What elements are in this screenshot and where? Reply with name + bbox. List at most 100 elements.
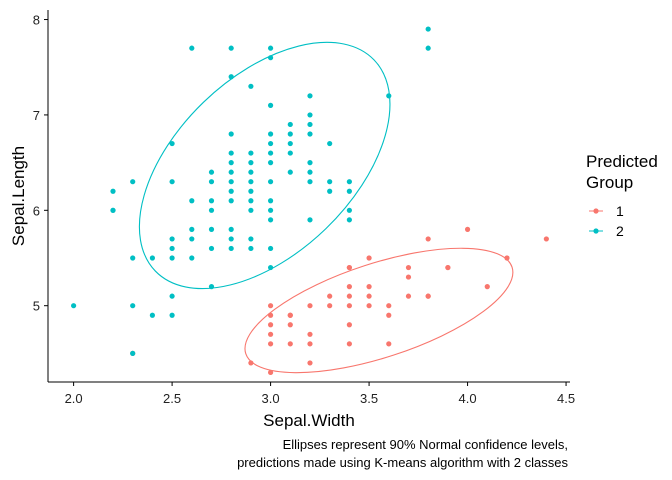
point-group-1-22 — [366, 303, 372, 309]
x-tick-label-0: 2.0 — [65, 391, 83, 406]
point-group-2-79 — [267, 150, 274, 156]
point-group-1-35 — [405, 264, 412, 271]
point-group-2-52 — [267, 160, 274, 166]
x-tick-label-4: 4.0 — [459, 391, 477, 406]
point-group-2-35 — [228, 131, 234, 137]
point-group-2-23 — [208, 226, 215, 232]
point-group-2-68 — [327, 179, 333, 185]
point-group-2-42 — [248, 188, 254, 194]
point-group-2-55 — [267, 102, 274, 108]
point-group-2-80 — [287, 150, 293, 156]
point-group-2-7 — [130, 255, 136, 261]
point-group-1-1 — [248, 360, 254, 366]
point-group-1-23 — [386, 303, 392, 309]
point-group-1-28 — [405, 293, 412, 299]
point-group-1-4 — [267, 341, 274, 347]
point-group-2-57 — [267, 45, 274, 51]
point-group-2-78 — [248, 160, 254, 166]
legend-item-1: 1 — [589, 203, 624, 219]
point-group-1-12 — [287, 322, 293, 328]
point-group-1-25 — [366, 293, 372, 299]
point-group-1-40 — [543, 236, 549, 242]
legend-item-2: 2 — [589, 223, 624, 239]
ellipse-group-1 — [244, 247, 514, 374]
point-group-2-31 — [228, 188, 234, 194]
point-group-1-9 — [267, 331, 274, 337]
point-group-2-11 — [169, 255, 175, 261]
point-group-2-40 — [248, 207, 254, 213]
point-group-2-37 — [228, 45, 234, 51]
point-group-2-50 — [267, 207, 274, 213]
ellipse-group-2 — [138, 41, 391, 290]
point-group-2-30 — [228, 198, 234, 204]
point-group-1-6 — [307, 341, 313, 347]
point-group-2-24 — [208, 207, 215, 213]
point-group-1-24 — [346, 293, 352, 299]
point-group-2-53 — [267, 140, 274, 147]
point-group-2-6 — [110, 188, 116, 194]
point-group-2-18 — [189, 226, 195, 232]
point-group-2-48 — [267, 245, 274, 252]
point-group-2-13 — [169, 236, 175, 242]
y-tick-label-2: 7 — [33, 108, 40, 123]
legend-title-line-2: Group — [586, 173, 633, 192]
point-group-2-26 — [208, 169, 215, 175]
point-group-2-3 — [169, 312, 175, 318]
point-group-2-33 — [228, 169, 234, 175]
point-group-1-7 — [346, 341, 352, 347]
point-group-1-38 — [504, 255, 510, 261]
x-tick-label-1: 2.5 — [163, 391, 181, 406]
point-group-2-74 — [425, 26, 431, 32]
legend-key-dot-1 — [593, 208, 599, 214]
point-group-2-73 — [425, 45, 431, 51]
point-group-1-16 — [287, 312, 293, 318]
caption-line-1: Ellipses represent 90% Normal confidence… — [283, 437, 568, 452]
point-group-2-60 — [287, 121, 293, 128]
point-group-2-85 — [327, 188, 333, 194]
point-group-1-3 — [307, 360, 313, 366]
point-group-2-29 — [228, 226, 234, 232]
axes — [47, 10, 570, 383]
point-group-2-39 — [248, 236, 254, 242]
legend-label-1: 1 — [616, 203, 624, 219]
y-tick-label-3: 8 — [33, 13, 40, 28]
point-group-2-16 — [189, 255, 195, 261]
point-group-2-67 — [307, 93, 313, 99]
point-group-2-54 — [267, 131, 274, 137]
point-group-1-42 — [346, 264, 352, 271]
point-group-1-11 — [267, 322, 274, 328]
point-group-2-76 — [208, 198, 215, 204]
point-group-2-49 — [267, 217, 274, 223]
point-group-2-0 — [71, 303, 77, 309]
point-group-2-9 — [149, 255, 155, 261]
point-group-2-56 — [267, 55, 274, 61]
point-group-2-36 — [228, 74, 234, 80]
point-group-2-43 — [248, 179, 254, 185]
point-group-2-4 — [130, 350, 136, 356]
point-group-2-81 — [287, 131, 293, 137]
y-tick-label-0: 5 — [33, 299, 40, 314]
x-tick-label-3: 3.5 — [360, 391, 378, 406]
point-group-2-2 — [149, 312, 155, 318]
point-group-2-19 — [189, 198, 195, 204]
point-group-1-21 — [346, 303, 352, 309]
point-group-2-1 — [130, 303, 136, 309]
point-group-2-44 — [248, 169, 254, 175]
point-group-2-58 — [287, 169, 293, 175]
point-group-2-32 — [228, 179, 234, 185]
point-group-1-43 — [445, 264, 451, 271]
point-group-1-30 — [346, 284, 352, 290]
point-group-2-25 — [208, 179, 215, 185]
point-group-2-12 — [169, 245, 175, 252]
point-group-1-31 — [366, 284, 372, 290]
point-group-2-70 — [346, 207, 352, 213]
point-group-1-18 — [267, 303, 274, 309]
legend-key-dot-2 — [593, 228, 599, 234]
point-group-1-32 — [484, 284, 490, 290]
y-axis-title: Sepal.Length — [9, 146, 28, 246]
point-group-2-38 — [248, 245, 254, 252]
point-group-1-39 — [425, 236, 431, 242]
confidence-ellipses — [138, 41, 514, 374]
point-group-2-34 — [228, 160, 234, 166]
point-group-1-2 — [267, 369, 274, 376]
